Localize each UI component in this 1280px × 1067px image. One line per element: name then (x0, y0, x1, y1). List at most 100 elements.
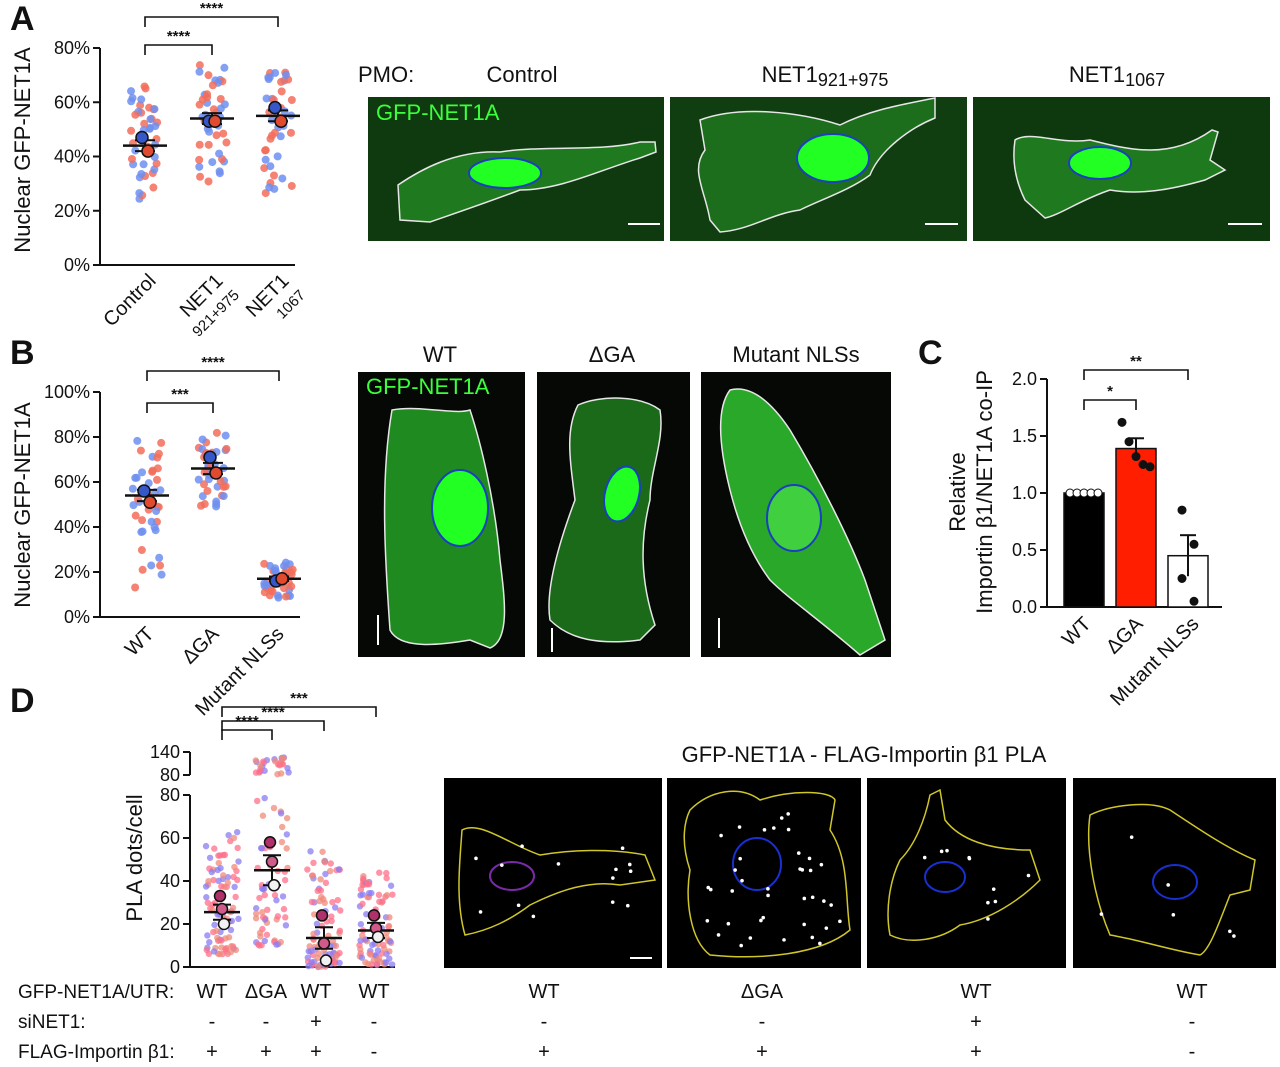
data-point (218, 883, 225, 890)
data-point (259, 909, 266, 916)
data-point (337, 907, 344, 914)
image-title: Mutant NLSs (732, 342, 859, 367)
data-point (216, 950, 223, 958)
data-point (273, 941, 280, 948)
data-point (257, 933, 264, 940)
replicate-mean-blue (268, 100, 282, 115)
pla-dot (782, 938, 786, 942)
data-point (273, 152, 282, 161)
data-point (211, 845, 218, 852)
significance-stars: *** (171, 386, 189, 403)
panel-d-dots (202, 754, 396, 971)
data-point (215, 149, 224, 158)
image-column-construct: WT (960, 981, 991, 1003)
data-point (284, 764, 291, 772)
pla-dot (478, 910, 483, 914)
data-point (198, 435, 207, 444)
y-tick-label: 80% (54, 38, 90, 58)
data-point (279, 893, 287, 900)
pla-dot (786, 827, 791, 832)
data-point (221, 431, 230, 440)
data-point (219, 492, 228, 501)
y-tick-label: 1.0 (1012, 483, 1037, 503)
data-point (383, 892, 391, 899)
y-tick-label: 80 (160, 765, 180, 785)
data-point (308, 872, 316, 879)
data-point (209, 901, 216, 908)
pla-dot (808, 868, 813, 873)
data-point (234, 876, 241, 884)
data-point (280, 905, 288, 913)
nucleus-net1-1067 (1068, 146, 1132, 180)
data-point (208, 158, 217, 167)
nucleus-outline (1152, 864, 1198, 900)
data-point (222, 444, 231, 453)
data-point (310, 859, 317, 867)
data-point (212, 131, 221, 140)
pla-dot (945, 848, 949, 853)
significance-bracket (221, 706, 377, 717)
data-point (279, 823, 286, 831)
data-point (358, 954, 366, 961)
y-tick-label: 40% (54, 517, 90, 537)
data-point (198, 492, 207, 501)
data-point (329, 898, 336, 906)
data-point (139, 160, 148, 169)
data-point (279, 761, 287, 768)
data-point (281, 592, 290, 601)
pla-dot (748, 936, 753, 940)
data-point (321, 899, 328, 907)
pla-dot (708, 887, 713, 892)
data-point (137, 95, 146, 104)
pla-dot (761, 915, 766, 920)
image-column-flag: + (970, 1041, 982, 1063)
replicate-mean (263, 836, 277, 849)
data-point (260, 588, 269, 597)
data-point (357, 946, 364, 953)
replicate-mean (367, 909, 381, 922)
data-point (328, 917, 335, 925)
pla-dot (766, 893, 770, 898)
pla-dot (620, 846, 625, 851)
data-point (137, 546, 146, 555)
pla-dot (818, 941, 822, 946)
panel-d-micrographs (444, 778, 1276, 968)
data-point (277, 77, 286, 86)
significance-stars: ** (1130, 353, 1142, 370)
pla-dot (986, 900, 990, 905)
panel-c-bars (1063, 417, 1209, 608)
pla-dot (705, 918, 710, 923)
column-sinet1: + (310, 1011, 322, 1033)
row-label: GFP-NET1A/UTR: (18, 982, 174, 1003)
data-point (215, 167, 224, 176)
data-point (215, 877, 222, 885)
panel-a-ylabel: Nuclear GFP-NET1A (10, 47, 35, 253)
data-point (368, 889, 375, 897)
data-point (286, 128, 295, 137)
panel-a-micrographs: GFP-NET1A (368, 97, 1270, 241)
data-point (282, 914, 289, 921)
pla-dot (822, 899, 826, 903)
pla-dot (922, 855, 927, 860)
replicate-mean (265, 855, 279, 868)
y-tick-label: 80 (160, 785, 180, 805)
pla-dot (1099, 912, 1104, 916)
data-point (216, 94, 225, 103)
data-point (259, 812, 267, 819)
significance-bracket (146, 370, 280, 381)
data-point (127, 126, 136, 135)
cell-outline-yellow (1087, 803, 1256, 956)
data-point (127, 87, 136, 96)
data-point (1124, 437, 1134, 447)
data-point (194, 475, 203, 484)
data-point (317, 887, 325, 894)
data-point (317, 876, 324, 883)
pla-dot (733, 868, 737, 872)
data-point (274, 593, 283, 602)
pla-dot (829, 903, 833, 907)
data-point (131, 511, 140, 520)
pla-dot (739, 943, 743, 948)
image-title: WT (423, 342, 457, 367)
data-point (387, 882, 395, 889)
